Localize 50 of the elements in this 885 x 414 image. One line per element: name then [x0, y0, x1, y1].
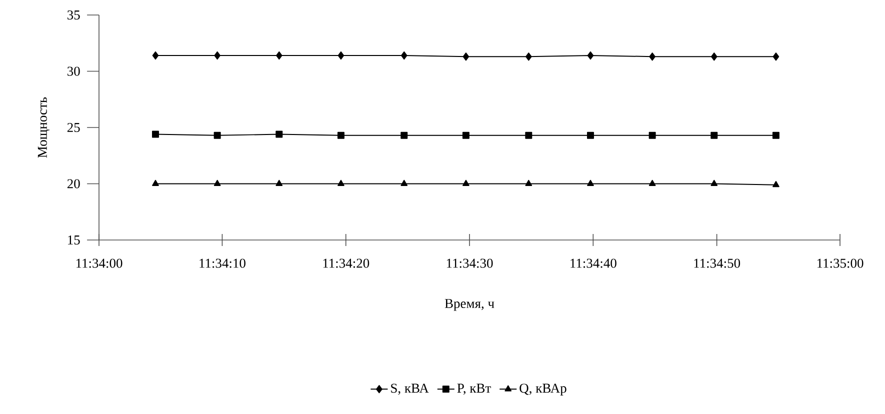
point	[276, 130, 283, 138]
x-tick-label: 11:34:20	[323, 258, 370, 268]
x-tick-label: 11:34:30	[446, 258, 493, 268]
x-tick-label: 11:34:00	[76, 258, 122, 268]
point	[214, 51, 220, 60]
point	[648, 132, 656, 139]
legend-label: S, кВА	[391, 384, 429, 395]
point	[525, 180, 532, 186]
point	[276, 51, 282, 60]
y-tick-label: 25	[67, 122, 80, 132]
point	[338, 51, 344, 60]
x-tick-label: 11:34:10	[200, 258, 246, 268]
point	[525, 132, 532, 139]
x-tick-label: 11:34:50	[694, 258, 740, 268]
point	[772, 52, 780, 61]
point	[587, 51, 594, 60]
point	[710, 180, 718, 186]
point	[587, 180, 594, 186]
point	[710, 132, 718, 139]
x-tick-label: 11:35:00	[817, 258, 864, 268]
point	[462, 132, 470, 139]
point	[525, 52, 532, 61]
point	[400, 51, 408, 60]
point	[462, 52, 470, 61]
y-tick-label: 30	[68, 66, 80, 76]
y-axis-title: Мощность	[38, 97, 50, 158]
point	[338, 180, 344, 186]
point	[772, 180, 780, 188]
point	[152, 130, 159, 138]
point	[400, 180, 408, 186]
y-tick-label: 20	[67, 179, 80, 188]
y-tick-label: 15	[68, 235, 80, 245]
x-axis-title: Время, ч	[444, 299, 494, 311]
point	[648, 180, 656, 186]
point	[649, 52, 656, 61]
legend-label: P, кВт	[457, 384, 491, 395]
point	[462, 180, 470, 186]
point	[152, 180, 159, 186]
point	[400, 132, 408, 139]
point	[710, 52, 718, 61]
x-tick-label: 11:34:40	[570, 258, 616, 268]
point	[152, 51, 159, 60]
y-tick-label: 35	[68, 10, 80, 20]
point	[214, 132, 221, 139]
point	[586, 132, 594, 139]
point	[214, 180, 221, 186]
point	[276, 180, 283, 186]
legend-label: Q, кВАр	[520, 384, 566, 396]
point	[772, 132, 780, 139]
point	[337, 132, 344, 139]
